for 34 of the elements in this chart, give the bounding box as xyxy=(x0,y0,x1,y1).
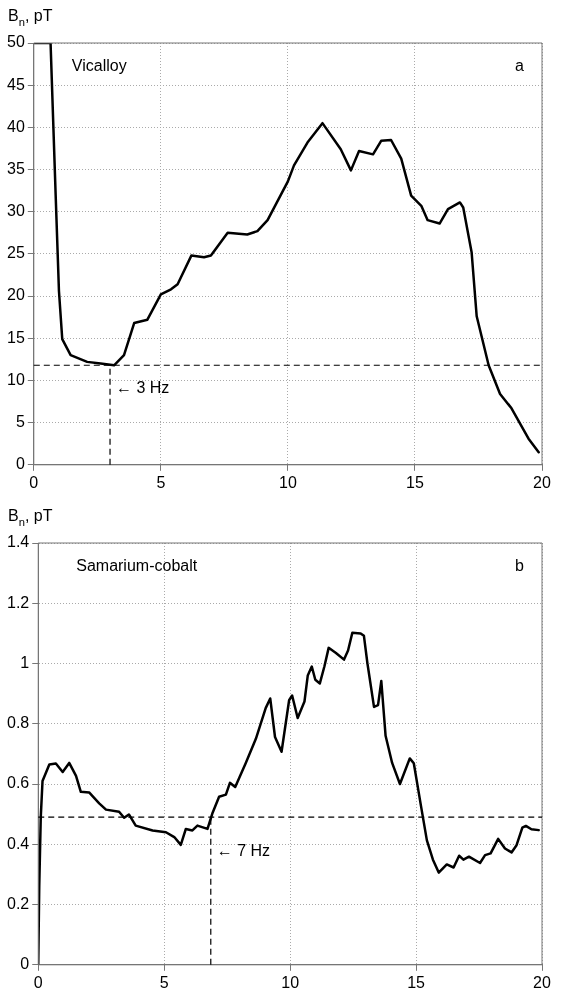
y-tick-label: 0.2 xyxy=(6,894,30,912)
annotation: Vicalloy xyxy=(71,57,127,75)
y-tick-label: 40 xyxy=(7,117,25,135)
y-tick-label: 30 xyxy=(7,202,25,220)
y-tick-label: 35 xyxy=(7,159,25,177)
x-tick-label: 20 xyxy=(533,973,551,991)
x-tick-label: 0 xyxy=(33,973,43,991)
ref-line-label: ← 3 Hz xyxy=(116,378,170,396)
y-tick-label: 10 xyxy=(7,370,25,388)
x-tick-label: 10 xyxy=(279,473,297,491)
annotation: Samarium-cobalt xyxy=(76,557,198,575)
y-tick-label: 0.8 xyxy=(6,714,30,732)
y-tick-label: 50 xyxy=(7,33,25,51)
y-tick-label: 1.4 xyxy=(6,533,30,551)
x-tick-label: 20 xyxy=(533,473,551,491)
y-tick-label: 0 xyxy=(15,455,25,473)
x-tick-label: 10 xyxy=(281,973,300,991)
y-tick-label: 0 xyxy=(20,955,30,973)
y-tick-label: 25 xyxy=(7,244,25,262)
y-tick-label: 20 xyxy=(7,286,25,304)
y-tick-label: 15 xyxy=(7,328,25,346)
y-tick-label: 0.6 xyxy=(6,774,30,792)
y-tick-label: 1 xyxy=(20,653,30,671)
annotation: b xyxy=(515,557,525,575)
y-tick-label: 0.4 xyxy=(6,834,30,852)
x-tick-label: 15 xyxy=(407,973,426,991)
x-tick-label: 15 xyxy=(406,473,424,491)
x-tick-label: 5 xyxy=(156,473,166,491)
y-tick-label: 1.2 xyxy=(6,593,30,611)
x-tick-label: 5 xyxy=(159,973,169,991)
annotation: a xyxy=(515,57,525,75)
ref-line-label: ← 7 Hz xyxy=(216,841,271,859)
y-tick-label: 5 xyxy=(15,413,25,431)
y-tick-label: 45 xyxy=(7,75,25,93)
